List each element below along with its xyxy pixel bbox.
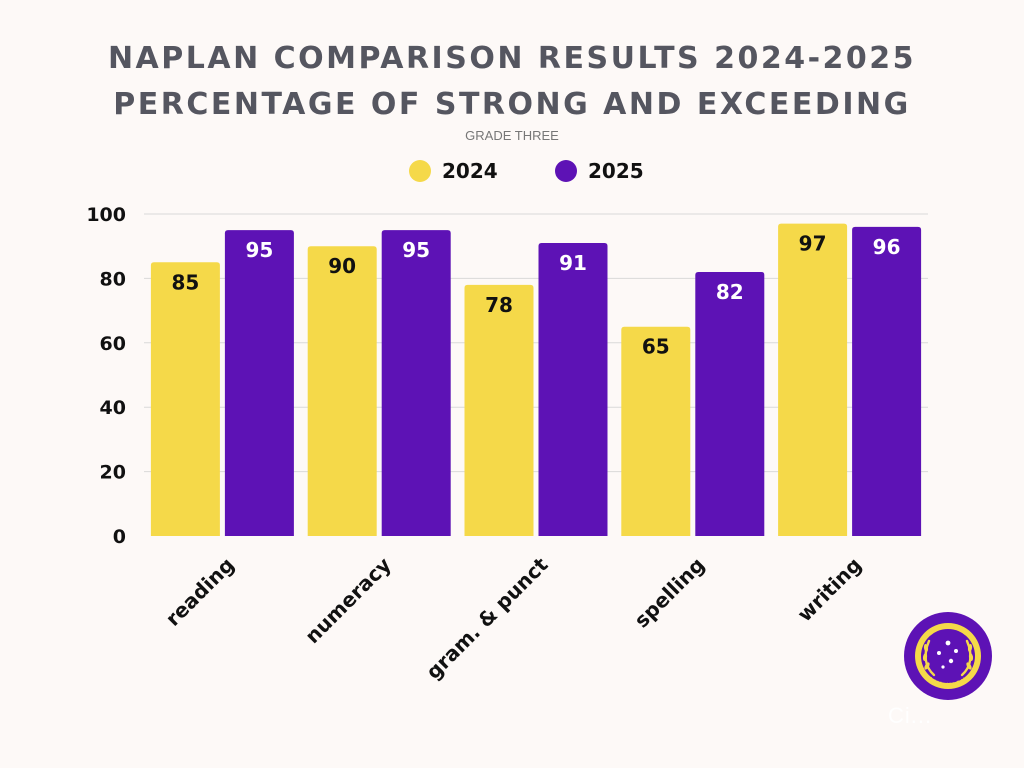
bar-numeracy-2024	[307, 246, 377, 536]
value-label-writing-2024: 97	[799, 232, 827, 256]
value-label-spelling-2024: 65	[642, 335, 670, 359]
y-tick-label-60: 60	[100, 333, 126, 355]
bars	[150, 223, 922, 537]
y-axis: 0 20 40 60 80 100	[86, 204, 126, 548]
bar-reading-2025	[224, 230, 294, 536]
x-axis: reading numeracy gram. & punct spelling writ…	[161, 552, 866, 684]
value-label-numeracy-2024: 90	[328, 254, 356, 278]
legend-label-2025: 2025	[588, 159, 644, 183]
bar-numeracy-2025	[381, 230, 451, 536]
legend-label-2024: 2024	[442, 159, 498, 183]
chart-title: NAPLAN COMPARISON RESULTS 2024-2025 PERC…	[0, 36, 1024, 128]
value-label-numeracy-2025: 95	[402, 238, 430, 262]
chart-title-line-2: PERCENTAGE OF STRONG AND EXCEEDING	[113, 87, 911, 122]
value-label-writing-2025: 96	[873, 235, 901, 259]
value-label-gram-punct-2024: 78	[485, 293, 513, 317]
x-tick-label-numeracy: numeracy	[300, 553, 396, 649]
chart-title-line-1: NAPLAN COMPARISON RESULTS 2024-2025	[107, 41, 917, 76]
bar-writing-2024	[778, 223, 848, 536]
y-tick-label-0: 0	[113, 526, 126, 548]
y-tick-label-100: 100	[86, 204, 126, 226]
value-label-spelling-2025: 82	[716, 280, 744, 304]
legend-marker-2024	[409, 160, 431, 182]
legend-marker-2025	[555, 160, 577, 182]
value-label-reading-2025: 95	[245, 238, 273, 262]
y-tick-label-20: 20	[100, 462, 126, 484]
bar-spelling-2024	[621, 326, 691, 536]
x-tick-label-gram-punct: gram. & punct	[421, 552, 553, 684]
bar-writing-2025	[852, 226, 922, 536]
value-label-gram-punct-2025: 91	[559, 251, 587, 275]
value-label-reading-2024: 85	[171, 270, 199, 294]
x-tick-label-reading: reading	[161, 553, 239, 631]
y-tick-label-80: 80	[100, 268, 126, 290]
bar-spelling-2025	[695, 271, 765, 536]
bar-gram-punct-2025	[538, 242, 608, 537]
watermark: Ci...	[888, 703, 933, 728]
x-tick-label-writing: writing	[792, 553, 866, 627]
y-tick-label-40: 40	[100, 397, 126, 419]
aim-high-logo: AIM HIGH	[904, 612, 992, 700]
bar-gram-punct-2024	[464, 284, 534, 536]
value-labels: 85 95 90 95 78 91 65 82 97 96	[171, 232, 900, 359]
legend: 2024 2025	[409, 159, 644, 183]
x-tick-label-spelling: spelling	[629, 553, 709, 633]
bar-reading-2024	[150, 262, 220, 536]
chart-subtitle: GRADE THREE	[465, 128, 559, 143]
